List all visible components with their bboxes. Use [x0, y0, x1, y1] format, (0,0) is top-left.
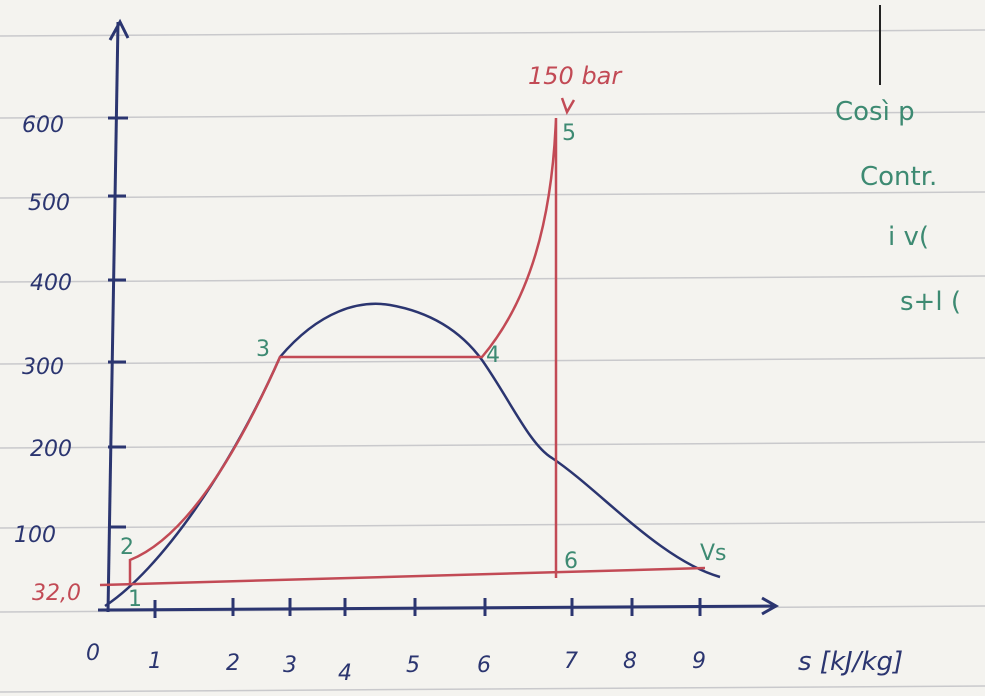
- cycle: [100, 98, 705, 585]
- margin-note: Così p: [835, 97, 915, 127]
- vapor-label: Vs: [700, 541, 727, 566]
- x-tick-label: 1: [148, 649, 162, 674]
- labels: 600 500 400 300 200 100 32,0 0 1 2 3 4 5…: [14, 62, 961, 686]
- margin-note: Contr.: [860, 162, 937, 192]
- y-tick-label: 400: [30, 271, 72, 296]
- y-tick-label: 600: [22, 113, 64, 138]
- point-label: 3: [256, 337, 270, 362]
- pressure-label: 150 bar: [528, 62, 623, 90]
- point-label: 6: [564, 549, 578, 574]
- x-tick-label: 7: [564, 649, 578, 674]
- saturation-dome: [105, 304, 720, 606]
- point-label: 4: [486, 343, 500, 368]
- point-label: 2: [120, 535, 134, 560]
- diagram: 600 500 400 300 200 100 32,0 0 1 2 3 4 5…: [0, 0, 985, 696]
- x-tick-label: 4: [338, 661, 352, 686]
- point-label: 5: [562, 121, 576, 146]
- y-tick-label: 100: [14, 523, 56, 548]
- x-tick-label: 2: [226, 651, 240, 676]
- point-label: 1: [128, 587, 142, 612]
- x-tick-label: 9: [692, 649, 706, 674]
- x-tick-label: 8: [623, 649, 637, 674]
- x-tick-label: 0: [86, 641, 100, 666]
- x-axis-label: s [kJ/kg]: [798, 647, 903, 677]
- margin-note: i v(: [888, 222, 929, 252]
- y-low-label: 32,0: [32, 581, 81, 606]
- x-tick-label: 3: [283, 653, 297, 678]
- x-tick-label: 6: [477, 653, 491, 678]
- y-tick-label: 200: [30, 437, 72, 462]
- y-tick-label: 500: [28, 191, 70, 216]
- page: 600 500 400 300 200 100 32,0 0 1 2 3 4 5…: [0, 0, 985, 696]
- margin-note: s+l (: [900, 287, 961, 317]
- x-tick-label: 5: [406, 653, 420, 678]
- y-tick-label: 300: [22, 355, 64, 380]
